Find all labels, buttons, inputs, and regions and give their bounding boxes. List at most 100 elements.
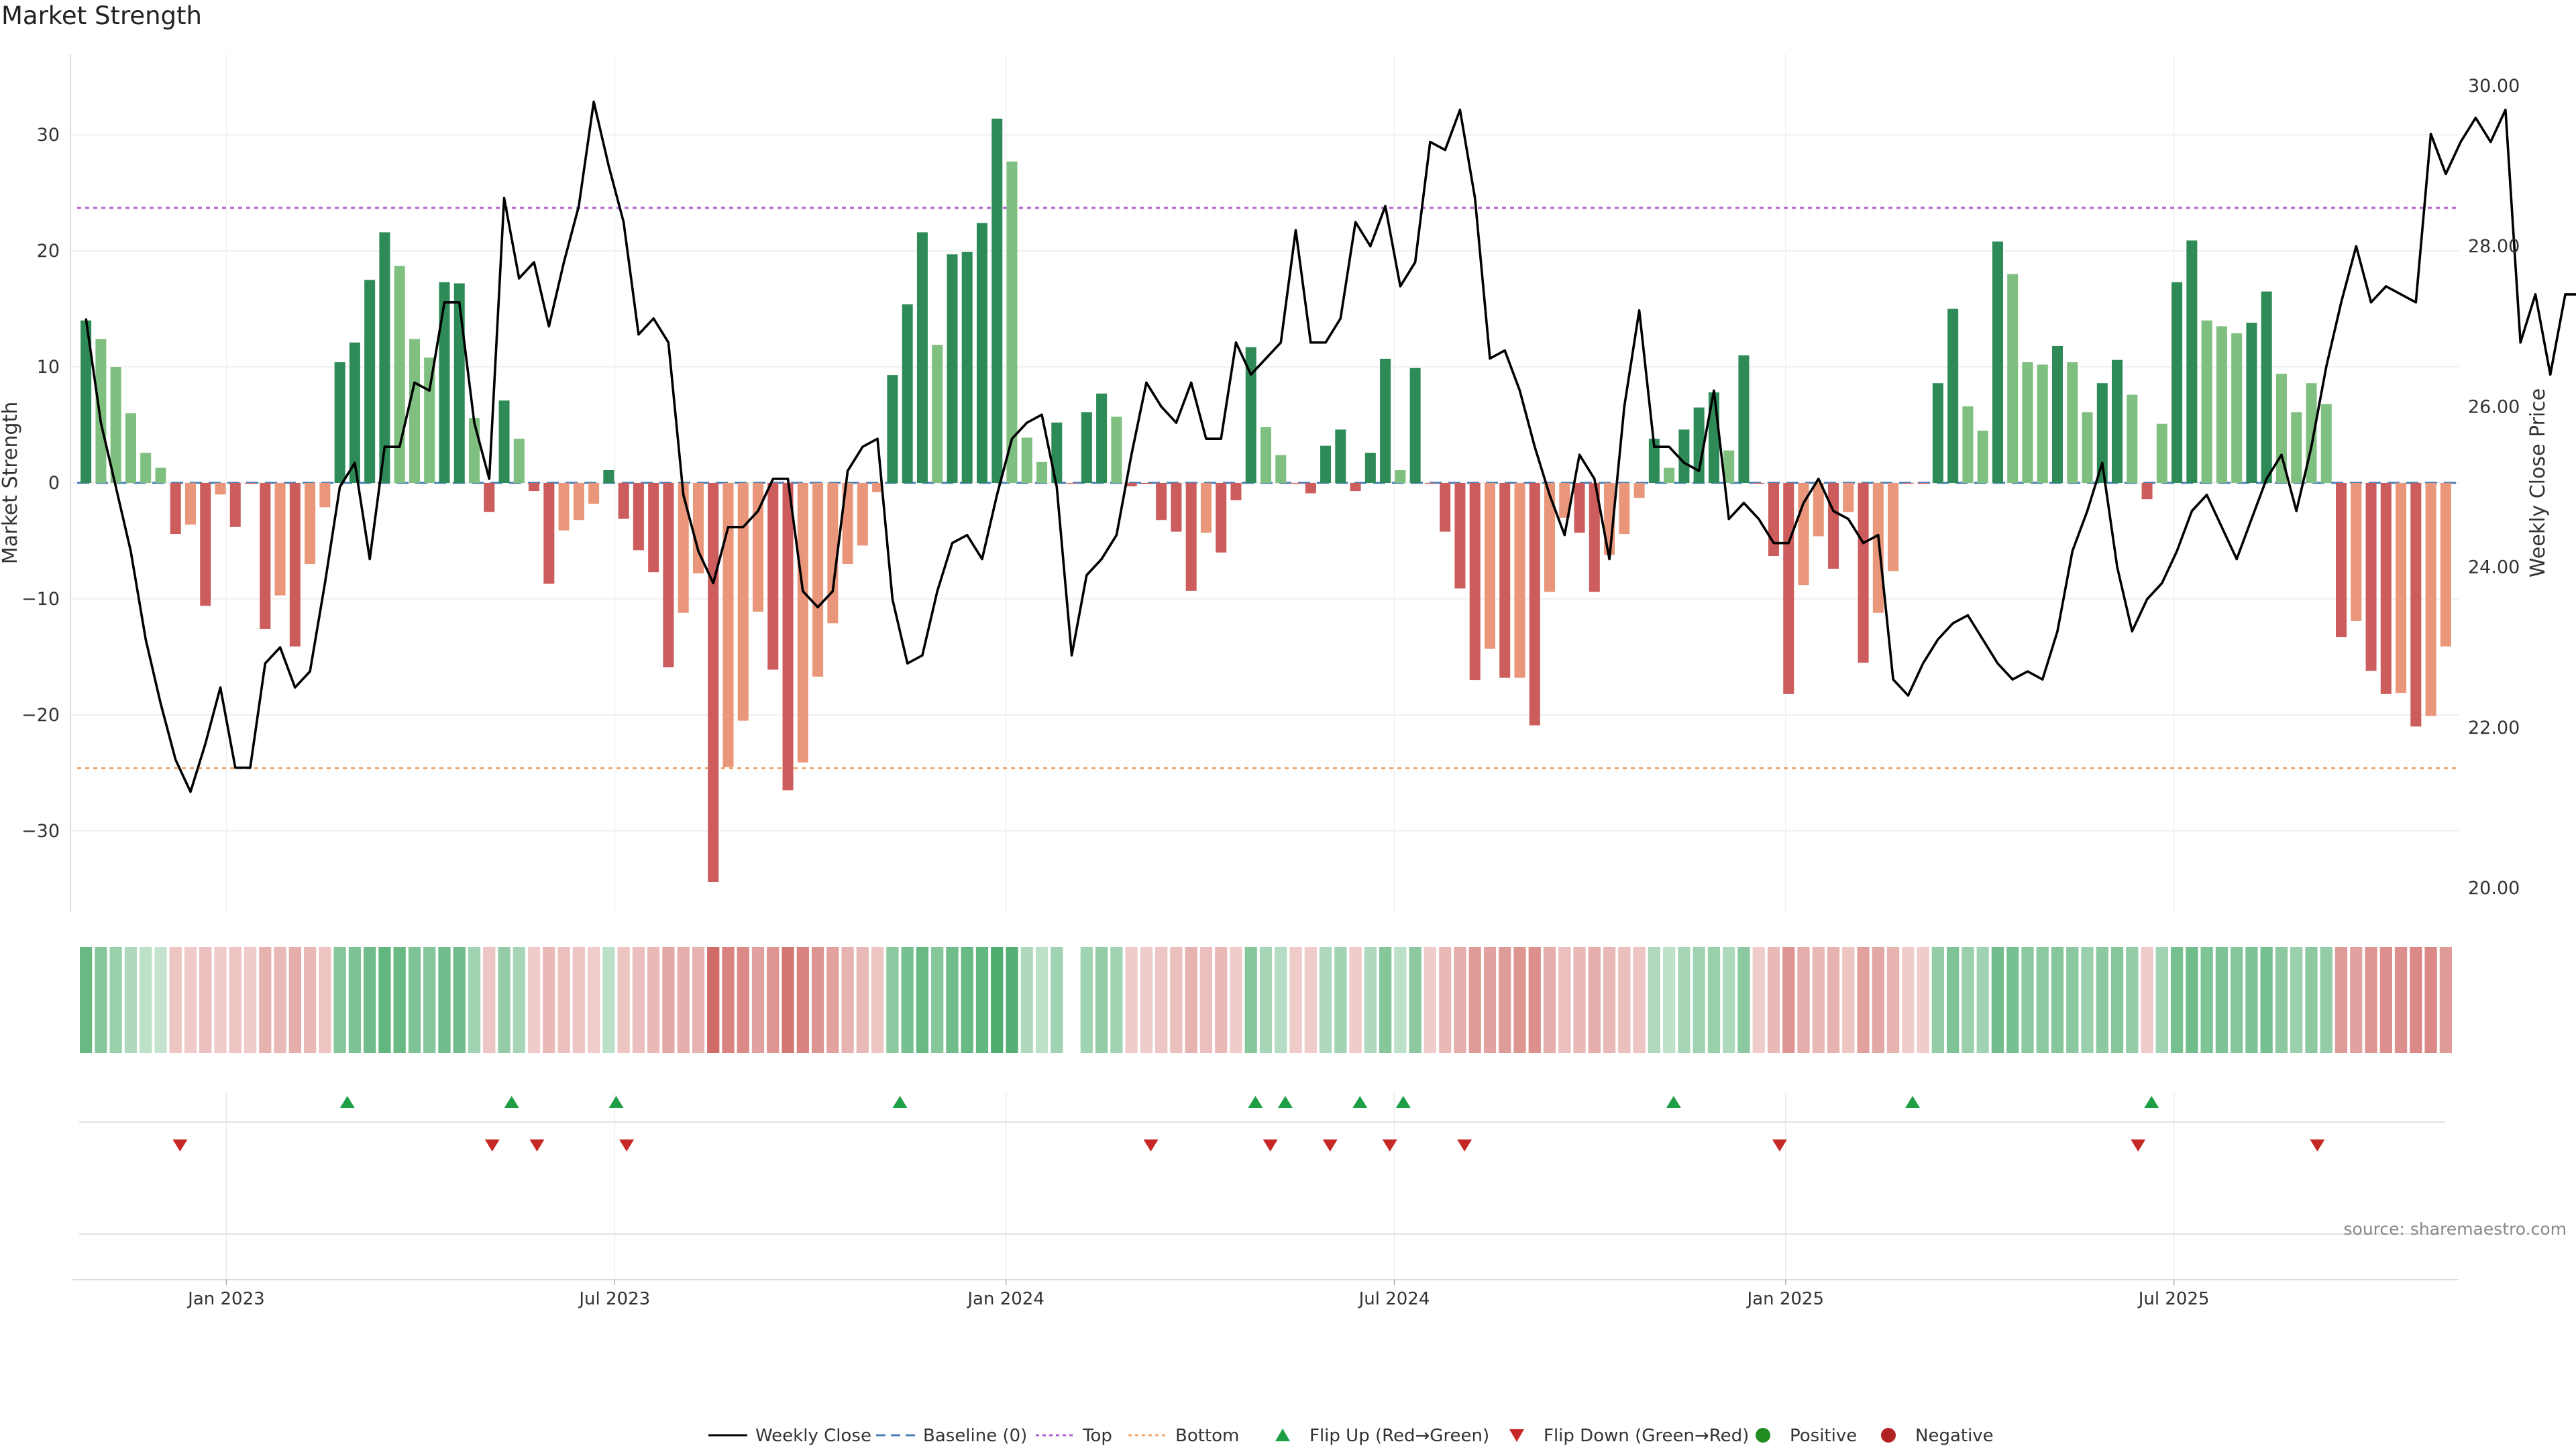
heat-cell (1648, 947, 1660, 1053)
heat-cell (483, 947, 496, 1053)
strength-bar (1216, 483, 1227, 553)
heat-cell (2006, 947, 2019, 1053)
strength-bar (976, 223, 987, 483)
heat-cell (288, 947, 301, 1053)
heat-cell (737, 947, 749, 1053)
heat-cell (2305, 947, 2318, 1053)
heat-cell (259, 947, 272, 1053)
strength-bar (2051, 345, 2063, 483)
strength-bar (1589, 483, 1600, 592)
strength-bar (2380, 483, 2392, 694)
strength-bar (1185, 483, 1197, 591)
heat-cell (1035, 947, 1049, 1053)
strength-bar (1245, 347, 1256, 483)
flip-down-marker (172, 1139, 188, 1152)
strength-bar (1484, 483, 1495, 649)
legend-swatch (1275, 1429, 1290, 1441)
heat-cell (2350, 947, 2363, 1053)
strength-bar (1006, 161, 1018, 483)
heat-cell (826, 947, 839, 1053)
heat-cell (975, 947, 989, 1053)
strength-bar (2336, 483, 2347, 638)
strength-bar (1111, 416, 1122, 483)
heat-cell (1857, 947, 1870, 1053)
strength-bar (289, 483, 301, 647)
y-tick-label: 20 (37, 241, 60, 262)
heat-cell (214, 947, 227, 1053)
heat-cell (1424, 947, 1437, 1053)
heat-cell (1215, 947, 1228, 1053)
grid-layer (70, 54, 2459, 1280)
heat-cell (2051, 947, 2064, 1053)
strength-bar (155, 467, 166, 483)
heat-cell (856, 947, 869, 1053)
strength-bar (1514, 483, 1525, 678)
heat-cell (662, 947, 675, 1053)
heat-cell (199, 947, 212, 1053)
heat-cell (1693, 947, 1705, 1053)
strength-bar (1469, 483, 1481, 681)
heat-cell (498, 947, 511, 1053)
heat-cell (2186, 947, 2198, 1053)
heat-cell (2365, 947, 2377, 1053)
heat-strip (80, 947, 2452, 1053)
heat-cell (991, 947, 1004, 1053)
strength-bar (2037, 364, 2048, 483)
flip-down-marker (619, 1139, 635, 1152)
heat-cell (513, 947, 525, 1053)
y2-tick-label: 24.00 (2468, 557, 2520, 578)
heat-cell (1947, 947, 1960, 1053)
heat-cell (2066, 947, 2079, 1053)
strength-bar (1200, 483, 1212, 533)
heat-cell (1558, 947, 1571, 1053)
strength-bar (1902, 483, 1914, 484)
heat-cell (1051, 947, 1063, 1053)
strength-bar (1932, 383, 1943, 483)
weekly-close-line (85, 101, 2576, 793)
legend-label: Bottom (1175, 1426, 1239, 1446)
strength-bar (2067, 362, 2078, 483)
strength-bar (468, 418, 480, 483)
strength-bar (1126, 483, 1137, 487)
strength-bar (305, 483, 316, 565)
heat-cell (1439, 947, 1452, 1053)
strength-bar (215, 483, 226, 495)
heat-cell (1020, 947, 1033, 1053)
heat-cell (1842, 947, 1855, 1053)
flip-down-marker (2131, 1139, 2146, 1152)
heat-cell (1125, 947, 1138, 1053)
heat-cell (124, 947, 138, 1053)
heat-cell (1723, 947, 1735, 1053)
heat-cell (1110, 947, 1123, 1053)
legend-swatch (1756, 1428, 1770, 1443)
strength-bar (872, 483, 883, 492)
strength-bar (1872, 483, 1884, 613)
strength-bar (1305, 483, 1316, 494)
axes: 30 20 10 0 −10 −20 −30 30.00 28.00 26.00 24.00 22.0… (0, 54, 2550, 1309)
flip-up-marker (608, 1096, 624, 1108)
strength-bar (1364, 453, 1376, 483)
strength-bar (947, 254, 958, 483)
heat-cell (2036, 947, 2049, 1053)
heat-cell (1170, 947, 1183, 1053)
strength-bar (767, 483, 779, 670)
strength-bar (812, 483, 824, 677)
legend-label: Top (1082, 1426, 1112, 1446)
strength-bar (1559, 483, 1570, 518)
strength-bar (2351, 483, 2362, 621)
heat-cell (1006, 947, 1018, 1053)
heat-cell (1886, 947, 1900, 1053)
strength-bar (1350, 483, 1361, 492)
heat-cell (2379, 947, 2392, 1053)
heat-cell (2200, 947, 2213, 1053)
heat-cell (2231, 947, 2243, 1053)
heat-cell (2320, 947, 2332, 1053)
strength-bar (842, 483, 853, 565)
strength-bar (513, 439, 525, 483)
heat-cell (587, 947, 600, 1053)
heat-cell (2334, 947, 2348, 1053)
strength-bar (1320, 445, 1332, 483)
strength-bar (618, 483, 629, 519)
strength-bar (319, 483, 331, 508)
flip-down-marker (1143, 1139, 1159, 1152)
